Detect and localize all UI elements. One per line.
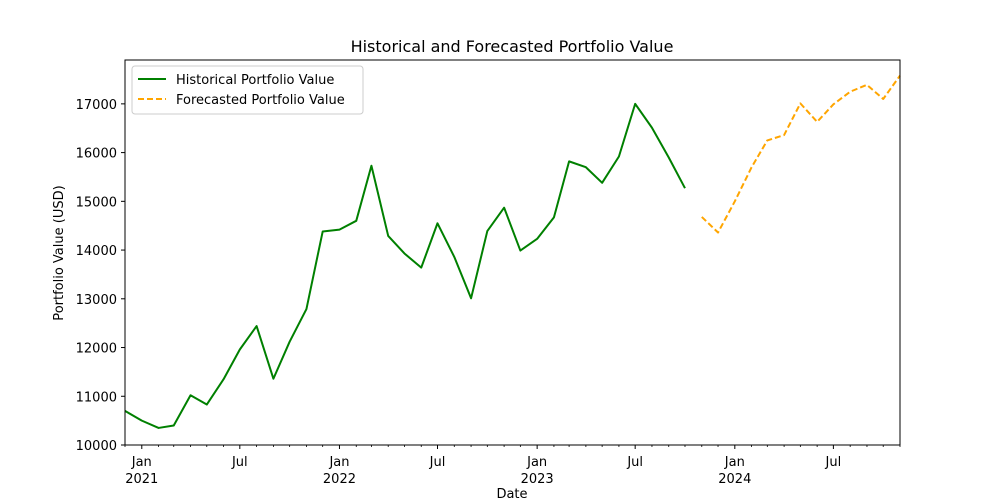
x-tick-label: Jul — [825, 455, 842, 470]
legend-label-historical: Historical Portfolio Value — [176, 73, 334, 88]
legend: Historical Portfolio Value Forecasted Po… — [131, 65, 364, 115]
y-tick-label: 14000 — [76, 244, 117, 259]
x-tick-label: Jan — [724, 455, 745, 470]
x-tick-year-label: 2023 — [521, 472, 554, 487]
x-tick-label: Jul — [231, 455, 248, 470]
y-tick-label: 12000 — [76, 342, 117, 357]
axis-ticks: Jan 2021 Jul Jan 2022 Jul Jan 2023 Jul Jan 2024 Jul… — [76, 98, 901, 487]
legend-label-forecast: Forecasted Portfolio Value — [176, 93, 345, 108]
plot-frame — [124, 59, 901, 446]
x-tick-label: Jan — [526, 455, 547, 470]
x-tick-label: Jul — [626, 455, 643, 470]
y-tick-label: 15000 — [76, 195, 117, 210]
y-tick-label: 16000 — [76, 147, 117, 162]
x-tick-year-label: 2021 — [125, 472, 158, 487]
x-tick-year-label: 2024 — [718, 472, 751, 487]
series-lines — [124, 75, 901, 429]
forecast-series-line — [701, 75, 901, 234]
x-tick-label: Jan — [131, 455, 152, 470]
legend-box — [131, 65, 364, 115]
x-axis-label: Date — [496, 487, 527, 500]
y-axis-label: Portfolio Value (USD) — [52, 185, 67, 320]
y-tick-label: 11000 — [76, 390, 117, 405]
x-tick-year-label: 2022 — [323, 472, 356, 487]
chart-title: Historical and Forecasted Portfolio Valu… — [351, 37, 674, 56]
historical-series-line — [124, 102, 686, 429]
y-tick-label: 17000 — [76, 98, 117, 113]
x-tick-label: Jan — [328, 455, 349, 470]
x-tick-label: Jul — [429, 455, 446, 470]
y-tick-label: 13000 — [76, 293, 117, 308]
y-tick-label: 10000 — [76, 439, 117, 454]
